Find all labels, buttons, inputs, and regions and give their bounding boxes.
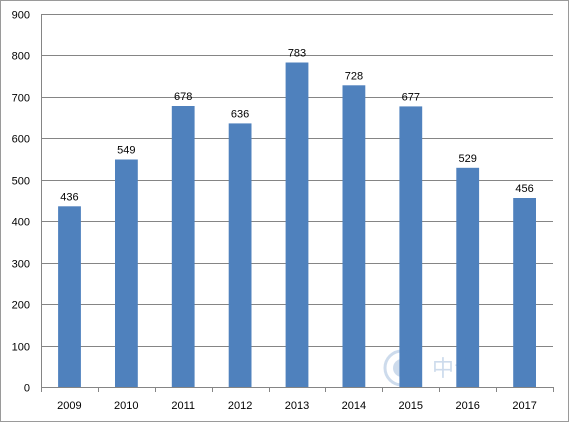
y-tick-label: 700	[12, 93, 30, 105]
x-axis	[41, 14, 554, 392]
x-tick-label: 2014	[342, 400, 366, 412]
logo-watermark-icon	[383, 349, 421, 387]
data-label: 636	[231, 108, 249, 120]
data-label: 456	[515, 183, 533, 195]
data-label: 677	[402, 91, 420, 103]
x-tick-label: 2013	[285, 400, 309, 412]
bars	[58, 62, 536, 388]
bar	[115, 159, 138, 387]
x-tick-label: 2011	[171, 400, 195, 412]
x-axis-tick-labels: 2009 2010 2011 2012 2013 2014 2015 2016 2017	[57, 400, 537, 412]
x-tick-label: 2017	[512, 400, 536, 412]
y-tick-label: 100	[12, 342, 30, 354]
data-label: 678	[174, 91, 192, 103]
x-tick-label: 2009	[57, 400, 81, 412]
y-tick-label: 500	[12, 176, 30, 188]
x-tick-label: 2016	[455, 400, 479, 412]
data-label: 783	[288, 48, 306, 60]
y-tick-label: 300	[12, 259, 30, 271]
watermark-text: 中青	[432, 356, 476, 381]
bar	[228, 123, 252, 388]
data-label: 529	[459, 153, 477, 165]
bar	[285, 62, 309, 387]
bar	[342, 85, 366, 388]
data-label: 436	[60, 191, 78, 203]
y-axis-tick-labels: 0 100 200 300 400 500 600 700 800 900	[12, 10, 30, 395]
y-tick-label: 200	[12, 300, 30, 312]
y-tick-label: 0	[24, 383, 30, 395]
bar	[171, 106, 195, 387]
data-label: 728	[345, 70, 363, 82]
x-tick-label: 2010	[114, 400, 138, 412]
x-tick-label: 2015	[399, 400, 423, 412]
bar	[399, 106, 423, 388]
y-tick-label: 400	[12, 217, 30, 229]
data-labels: 436 549 678 636 783 728 677 529 456	[60, 48, 534, 204]
watermark: 中青	[383, 349, 476, 387]
y-tick-label: 600	[12, 134, 30, 146]
y-tick-label: 900	[12, 10, 30, 22]
y-tick-label: 800	[12, 51, 30, 63]
bar	[513, 198, 536, 387]
bar	[58, 206, 81, 387]
data-label: 549	[117, 145, 135, 157]
x-tick-label: 2012	[228, 400, 252, 412]
bar	[456, 167, 480, 387]
